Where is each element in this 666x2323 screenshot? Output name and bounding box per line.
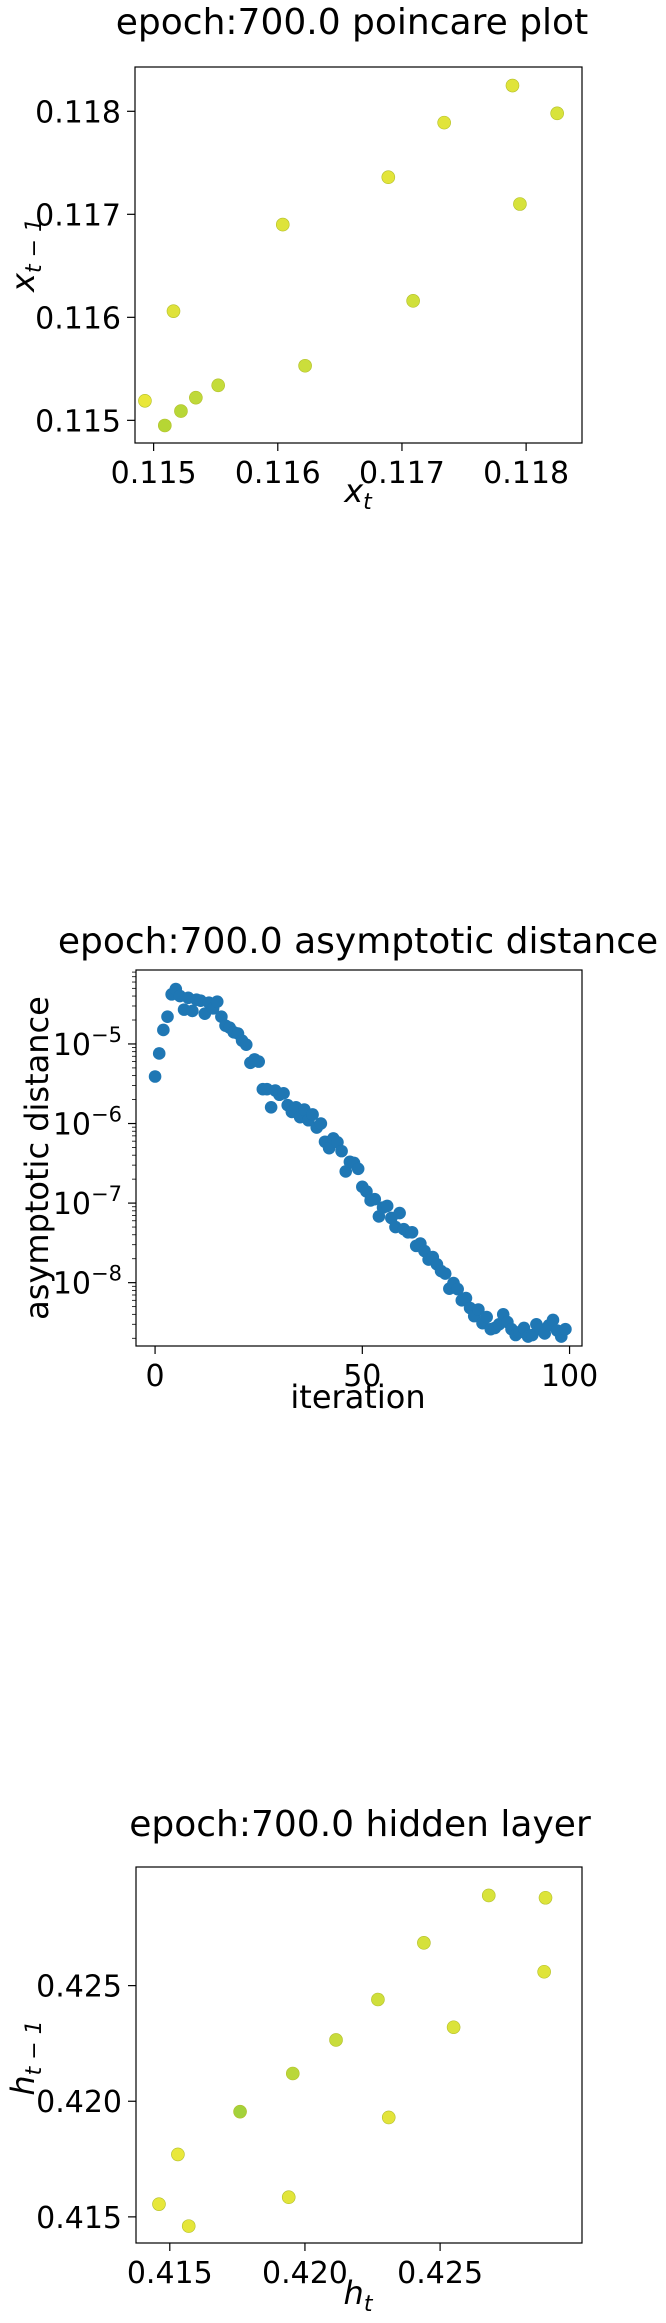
data-point — [171, 2147, 185, 2162]
data-point — [546, 1313, 560, 1327]
y-tick-label: 0.117 — [35, 198, 121, 233]
data-point — [210, 995, 224, 1008]
x-tick-label: 0.117 — [359, 456, 445, 491]
x-axis-label: ht — [344, 2274, 374, 2317]
y-axis-label: xt − 1 — [4, 218, 47, 293]
y-tick-label: 0.425 — [36, 1970, 122, 2005]
data-point — [393, 1206, 406, 1220]
data-point — [281, 2190, 296, 2205]
x-tick-label: 0.118 — [483, 456, 569, 491]
data-point — [538, 1890, 553, 1905]
plot-frame — [135, 1866, 583, 2244]
y-tick-label: 10−8 — [53, 1262, 122, 1302]
data-point — [181, 2219, 196, 2233]
data-point — [152, 2197, 166, 2211]
x-tick-label: 0 — [146, 1359, 165, 1394]
y-tick-label: 0.116 — [35, 301, 121, 336]
asymptotic-distance-chart: epoch:700.0 asymptotic distance 0 50 100 10… — [18, 921, 658, 1416]
data-point — [233, 2104, 247, 2119]
data-point — [211, 378, 225, 393]
data-point — [148, 1070, 162, 1083]
axis-ticks: 0.415 0.420 0.425 0.415 0.420 0.425 — [36, 1970, 483, 2291]
data-point — [275, 217, 290, 232]
data-point — [239, 1038, 253, 1051]
data-point — [472, 1303, 485, 1316]
data-point — [189, 390, 203, 405]
y-tick-label: 0.115 — [35, 404, 121, 439]
chart-title: epoch:700.0 poincare plot — [116, 2, 588, 43]
data-point — [351, 1162, 365, 1176]
data-point — [559, 1322, 572, 1336]
y-axis-label: asymptotic distance — [18, 996, 56, 1320]
data-point — [152, 1047, 166, 1060]
data-point — [368, 1192, 382, 1206]
data-point — [438, 1267, 452, 1280]
data-point — [380, 1199, 394, 1213]
data-point — [138, 393, 152, 408]
data-point — [252, 1055, 265, 1068]
data-point — [513, 197, 527, 211]
data-point — [451, 1282, 464, 1296]
x-tick-label: 100 — [541, 1359, 598, 1394]
hidden-layer-chart: epoch:700.0 hidden layer 0.415 0.420 0.425… — [4, 1804, 591, 2317]
data-point — [166, 304, 181, 318]
x-tick-label: 50 — [343, 1359, 381, 1394]
data-point — [298, 358, 312, 373]
y-tick-label: 10−5 — [53, 1023, 122, 1063]
x-tick-label: 0.425 — [397, 2256, 483, 2291]
data-point — [480, 1310, 493, 1324]
data-point — [335, 1144, 348, 1158]
data-point — [157, 1023, 170, 1037]
y-tick-label: 10−7 — [53, 1182, 122, 1222]
data-points — [152, 1888, 553, 2233]
data-point — [285, 2066, 300, 2081]
y-axis-label: ht − 1 — [4, 2020, 47, 2095]
chart-title: epoch:700.0 hidden layer — [129, 1804, 591, 1845]
x-tick-label: 0.420 — [262, 2256, 348, 2291]
data-point — [277, 1086, 290, 1100]
axis-ticks: 0.115 0.116 0.117 0.118 0.115 0.116 0.117 0.118 — [35, 95, 569, 491]
plot-frame — [134, 66, 583, 444]
data-point — [437, 115, 451, 130]
y-tick-label: 0.415 — [36, 2201, 122, 2236]
x-tick-label: 0.115 — [111, 456, 197, 491]
data-point — [381, 2110, 396, 2125]
data-point — [314, 1117, 328, 1130]
data-point — [174, 404, 188, 418]
data-points — [138, 78, 564, 433]
data-point — [339, 1165, 353, 1178]
poincare-chart: epoch:700.0 poincare plot 0.115 0.116 0.11… — [4, 2, 588, 515]
data-point — [481, 1888, 496, 1903]
x-tick-label: 0.116 — [235, 456, 321, 491]
data-point — [186, 1004, 199, 1018]
data-point — [158, 418, 172, 433]
data-point — [405, 1225, 419, 1239]
data-point — [446, 2020, 461, 2035]
data-point — [550, 106, 564, 121]
y-tick-label: 10−6 — [53, 1103, 122, 1143]
chart-title: epoch:700.0 asymptotic distance — [58, 921, 658, 962]
plot-frame — [135, 969, 583, 1347]
data-point — [505, 78, 520, 93]
data-points — [148, 982, 572, 1343]
data-point — [264, 1100, 278, 1114]
data-point — [381, 170, 396, 185]
data-point — [417, 1936, 431, 1950]
y-tick-label: 0.420 — [36, 2085, 122, 2120]
data-point — [161, 1010, 174, 1024]
data-point — [406, 294, 420, 308]
data-point — [329, 2033, 343, 2047]
data-point — [371, 1992, 385, 2007]
data-point — [306, 1108, 319, 1121]
y-tick-label: 0.118 — [35, 95, 121, 130]
data-point — [459, 1291, 473, 1305]
x-tick-label: 0.415 — [127, 2256, 213, 2291]
x-axis-label: iteration — [290, 1378, 425, 1416]
data-point — [537, 1964, 551, 1979]
